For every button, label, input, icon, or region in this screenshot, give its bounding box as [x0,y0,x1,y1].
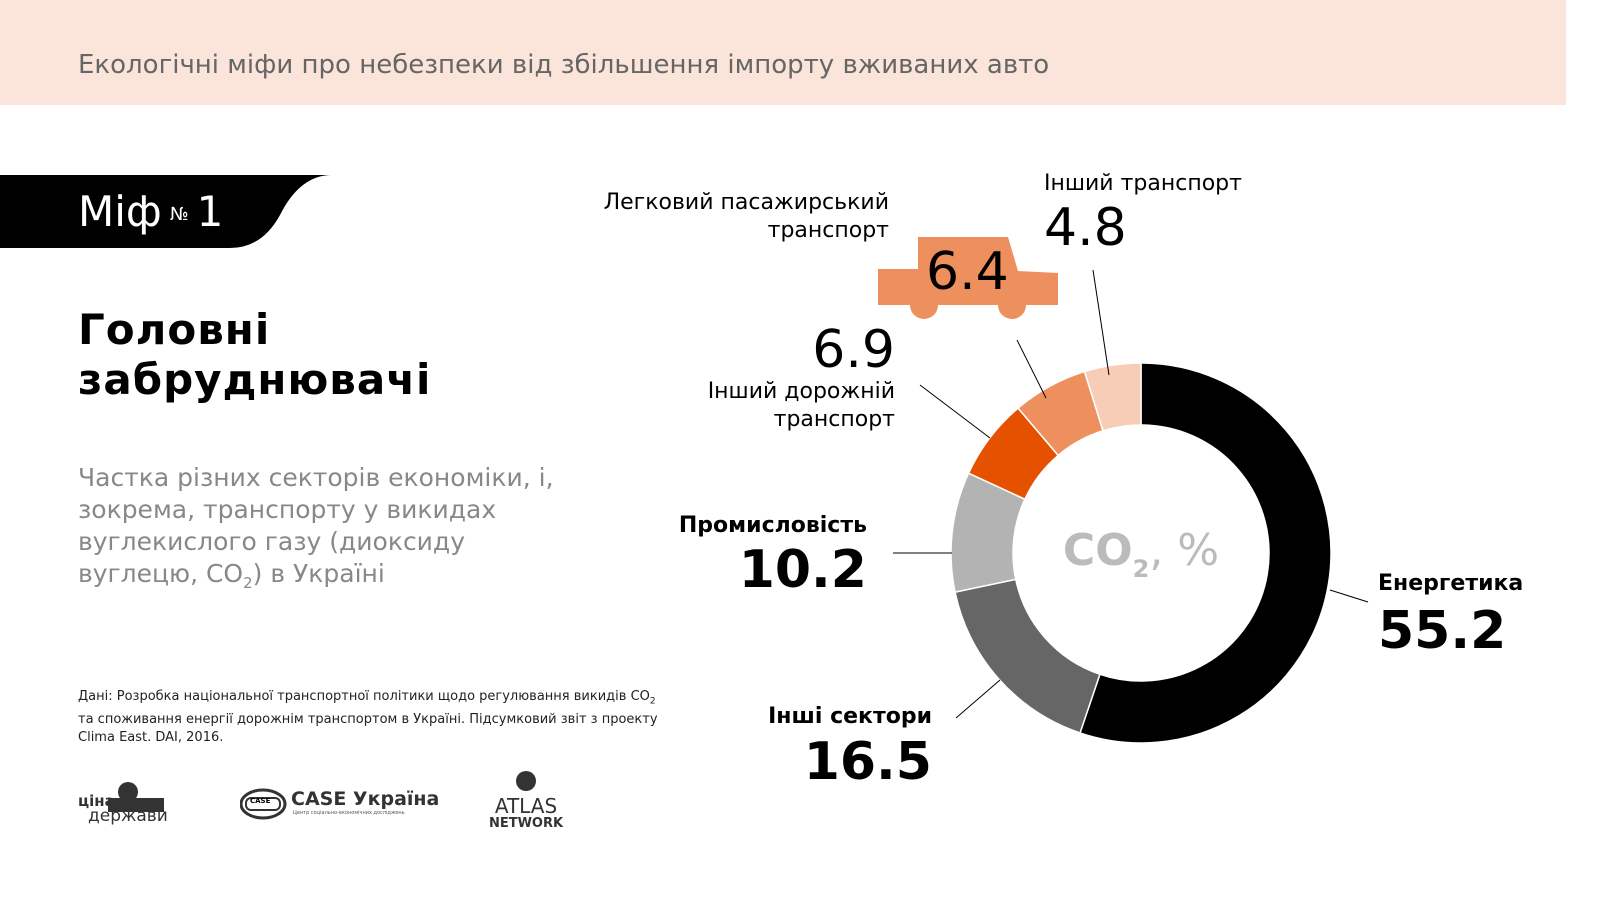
value-industry: 10.2 [738,540,867,600]
value-passenger: 6.4 [926,242,1009,302]
source-note: Дані: Розробка національної транспортної… [78,689,658,745]
leader-line [955,679,1001,719]
header-band [0,0,1566,105]
donut-slice-1 [954,578,1101,734]
label-industry: Промисловість [678,513,867,538]
label-other-sectors: Інші сектори [768,704,932,729]
subtitle: Частка різних секторів економіки, і, зок… [78,463,554,592]
myth-label: Міф № 1 [78,187,224,236]
label-other-road: Інший дорожній транспорт [707,379,895,432]
center-label: CO2, % [1063,525,1219,583]
main-heading: Головні забруднювачі [78,305,432,404]
logo-atlas-network: ATLAS NETWORK [486,770,566,831]
value-energy: 55.2 [1378,601,1507,661]
donut-slice-0 [1079,362,1332,744]
header-title: Екологічні міфи про небезпеки від збільш… [78,50,1050,80]
car-icon [878,237,1058,319]
value-other-sectors: 16.5 [803,732,932,792]
label-passenger: Легковий пасажирський транспорт [603,190,889,243]
leader-line [919,384,991,439]
donut-slice-5 [1083,362,1142,432]
leader-lines [893,269,1369,719]
leader-line [1016,339,1047,399]
label-energy: Енергетика [1378,571,1524,596]
myth-banner [0,175,332,248]
leader-line [1092,269,1110,376]
value-other-road: 6.9 [812,320,895,380]
logo-case-ukraine: CASE CASE Україна Центр соціально-економ… [239,788,439,824]
leader-line [1329,589,1369,603]
label-other-transport: Інший транспорт [1044,171,1242,196]
value-other-transport: 4.8 [1044,198,1127,258]
logo-tsina-derzhavy: ціна держави [78,770,168,834]
